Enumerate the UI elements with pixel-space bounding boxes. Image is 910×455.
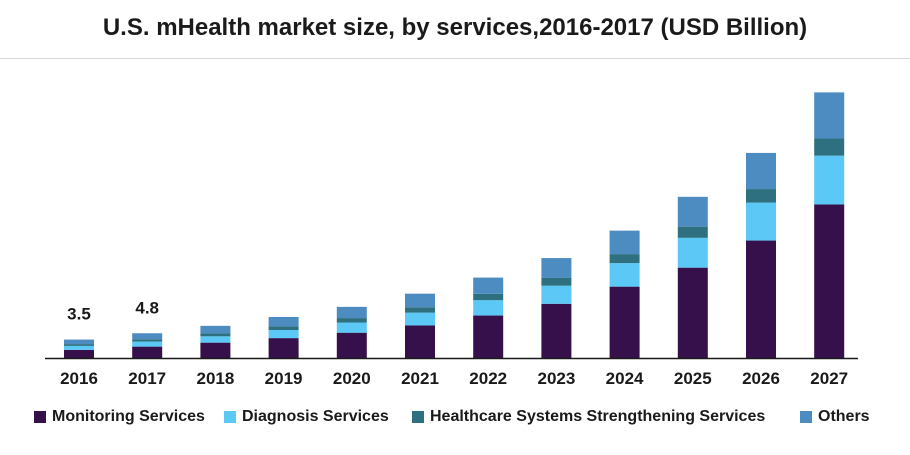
bar-segment-2026-series-0	[746, 240, 776, 358]
bar-segment-2025-series-0	[677, 267, 708, 358]
bar-segment-2027-series-1	[814, 155, 845, 205]
bar-segment-2019-series-1	[268, 329, 299, 339]
bar-segment-2024-series-3	[609, 230, 640, 255]
bar-segment-2017-series-3	[132, 333, 163, 340]
x-tick-label-2017: 2017	[128, 369, 166, 388]
bar-segment-2016-series-3	[64, 339, 94, 345]
bar-segment-2024-series-0	[609, 286, 640, 358]
bar-segment-2018-series-1	[200, 336, 231, 343]
chart-legend: Monitoring Services Diagnosis Services Hea…	[0, 406, 910, 430]
bar-segment-2026-series-2	[746, 189, 776, 203]
bar-segment-2016-series-0	[64, 349, 94, 358]
legend-swatch-2	[412, 411, 424, 423]
x-tick-label-2027: 2027	[810, 369, 848, 388]
bar-segment-2023-series-1	[541, 285, 572, 304]
bar-segment-2021-series-3	[405, 293, 435, 308]
data-label-2016: 3.5	[67, 305, 91, 324]
bar-segment-2022-series-1	[473, 300, 504, 316]
legend-label-3: Others	[818, 408, 870, 425]
chart-title: U.S. mHealth market size, by services,20…	[102, 14, 808, 41]
bar-segment-2021-series-0	[405, 325, 435, 358]
legend-item-3: Others	[800, 408, 870, 426]
bar-segment-2018-series-2	[200, 333, 231, 337]
x-tick-label-2024: 2024	[606, 369, 644, 388]
bar-segment-2027-series-0	[814, 204, 845, 358]
title-divider	[0, 58, 910, 59]
bar-segment-2024-series-1	[609, 263, 640, 287]
legend-label-1: Diagnosis Services	[242, 408, 389, 425]
x-tick-label-2020: 2020	[333, 369, 371, 388]
x-tick-label-2016: 2016	[60, 369, 98, 388]
data-label-2017: 4.8	[135, 298, 159, 317]
x-tick-label-2018: 2018	[196, 369, 234, 388]
bar-segment-2020-series-1	[336, 322, 367, 333]
bar-segment-2019-series-2	[268, 326, 299, 330]
bar-segment-2020-series-2	[336, 318, 367, 323]
x-tick-label-2025: 2025	[674, 369, 712, 388]
bar-segment-2023-series-3	[541, 258, 572, 278]
bar-segment-2027-series-3	[814, 92, 845, 139]
legend-item-1: Diagnosis Services	[224, 408, 389, 426]
bar-segment-2023-series-0	[541, 303, 572, 358]
bar-segment-2016-series-1	[64, 345, 94, 350]
bar-segment-2019-series-3	[268, 316, 299, 327]
bar-segment-2025-series-1	[677, 237, 708, 268]
bar-segment-2017-series-2	[132, 339, 163, 342]
legend-swatch-0	[34, 411, 46, 423]
x-tick-label-2026: 2026	[742, 369, 780, 388]
bar-segment-2021-series-2	[405, 307, 435, 313]
bar-segment-2027-series-2	[814, 138, 845, 156]
x-tick-label-2019: 2019	[265, 369, 303, 388]
bar-segment-2026-series-1	[746, 202, 776, 241]
bar-segment-2018-series-3	[200, 325, 231, 334]
bar-segment-2021-series-1	[405, 312, 435, 326]
legend-label-2: Healthcare Systems Strengthening Service…	[430, 408, 766, 425]
bar-segment-2025-series-2	[677, 226, 708, 238]
bar-segment-2018-series-0	[200, 342, 231, 358]
x-tick-label-2023: 2023	[537, 369, 575, 388]
bar-segment-2020-series-3	[336, 306, 367, 319]
bar-segment-2019-series-0	[268, 338, 299, 358]
x-tick-label-2022: 2022	[469, 369, 507, 388]
x-tick-label-2021: 2021	[401, 369, 439, 388]
bar-segment-2022-series-2	[473, 293, 504, 301]
bar-segment-2026-series-3	[746, 152, 776, 190]
bar-segment-2016-series-2	[64, 344, 94, 346]
bar-segment-2017-series-0	[132, 346, 163, 358]
bar-segment-2025-series-3	[677, 196, 708, 227]
bar-segment-2022-series-3	[473, 277, 504, 294]
legend-swatch-3	[800, 411, 812, 423]
bar-segment-2024-series-2	[609, 254, 640, 264]
legend-item-2: Healthcare Systems Strengthening Service…	[412, 408, 765, 426]
legend-item-0: Monitoring Services	[34, 408, 205, 426]
bar-segment-2023-series-2	[541, 277, 572, 286]
legend-swatch-1	[224, 411, 236, 423]
legend-label-0: Monitoring Services	[52, 408, 205, 425]
bar-segment-2022-series-0	[473, 315, 504, 358]
bar-segment-2020-series-0	[336, 332, 367, 358]
bar-segment-2017-series-1	[132, 341, 163, 347]
